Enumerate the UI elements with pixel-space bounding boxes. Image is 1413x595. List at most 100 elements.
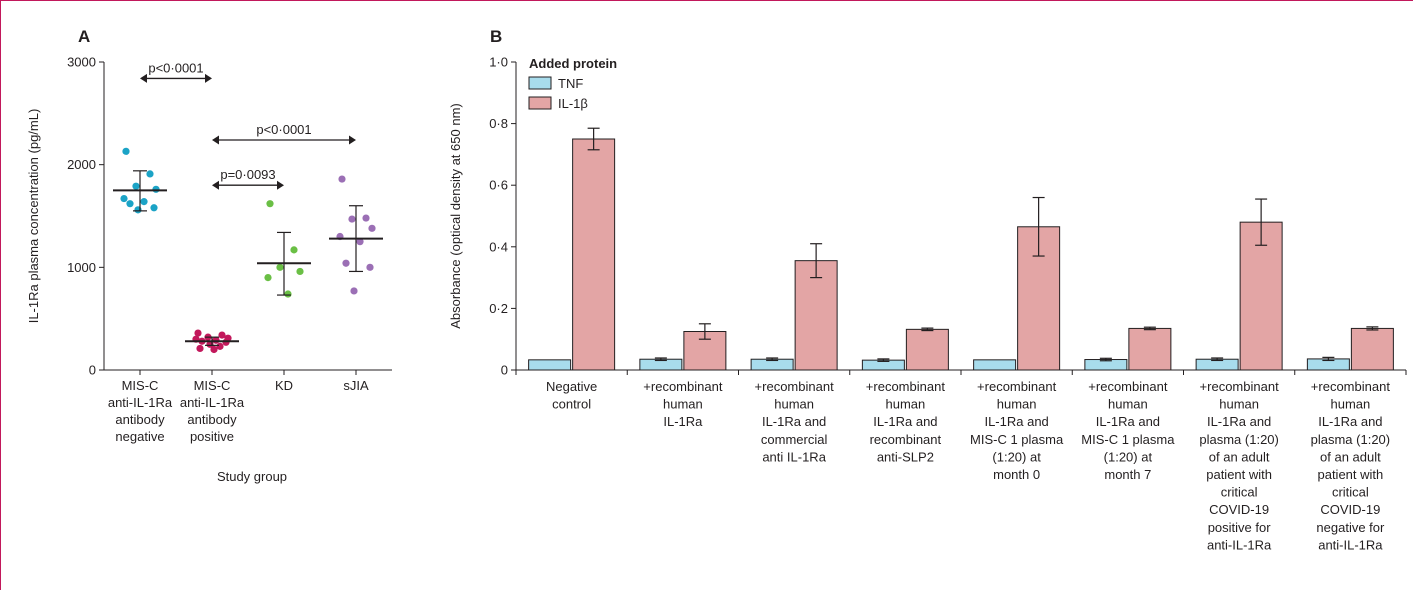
panel-b-letter: B [490, 27, 502, 46]
panel-b-x-tick-label: (1:20) at [992, 449, 1041, 464]
panel-b-bar-il1b [1128, 327, 1172, 371]
panel-a-data-point [266, 200, 274, 208]
panel-a-comparison-arrow-head-left [212, 180, 219, 190]
panel-a-data-point [126, 200, 134, 208]
panel-b-y-tick-label: 0·4 [489, 239, 508, 254]
panel-b-x-tick-label: (1:20) at [1104, 449, 1153, 464]
legend-swatch-tnf [528, 76, 552, 90]
panel-a-comparison-arrow-head-left [140, 73, 147, 83]
panel-a-comparison-label: p<0·0001 [148, 60, 203, 75]
panel-a-data-point [296, 267, 304, 276]
panel-a-data-point [342, 259, 350, 267]
panel-b-x-tick-label: human [1219, 397, 1259, 412]
panel-a-data-point [216, 342, 224, 350]
panel-a-comparison-arrow-head-right [349, 135, 356, 145]
panel-a-x-tick-label: antibody [187, 412, 237, 427]
panel-a-data-point [290, 246, 298, 254]
panel-b-x-tick-label: Negative [546, 379, 597, 394]
panel-a-comparison-label: p<0·0001 [256, 122, 311, 137]
panel-a-data-point [362, 214, 370, 222]
panel-b-x-tick-label: +recombinant [1311, 379, 1391, 394]
panel-b-x-tick-label: human [997, 397, 1037, 412]
legend-title: Added protein [529, 56, 617, 71]
panel-b-x-tick-label: IL-1Ra and [1318, 414, 1382, 429]
panel-b-x-tick-label: negative for [1316, 520, 1385, 535]
panel-a: A IL-1Ra plasma concentration (pg/mL) St… [26, 27, 392, 484]
panel-a-x-tick-label: antibody [115, 412, 165, 427]
legend-label-tnf: TNF [558, 76, 583, 91]
panel-b-x-tick-label: anti-SLP2 [877, 449, 934, 464]
panel-a-data-point [356, 238, 364, 246]
panel-a-data-point [194, 329, 202, 337]
panel-a-comparison-arrow-head-right [205, 73, 212, 83]
panel-a-data-point [284, 290, 292, 298]
panel-b-x-tick-label: IL-1Ra [663, 414, 703, 429]
panel-b-bar-tnf [973, 359, 1017, 371]
panel-a-y-tick-label: 1000 [67, 260, 96, 275]
panel-a-comparison-arrow-head-right [277, 180, 284, 190]
panel-b-bar-il1b [794, 260, 838, 371]
panel-b-x-tick-label: of an adult [1320, 449, 1381, 464]
panel-b-x-tick-label: +recombinant [866, 379, 946, 394]
panel-a-data-point [120, 194, 128, 203]
panel-b-bar-tnf [528, 359, 572, 371]
panel-a-data-point [368, 224, 376, 232]
panel-b-x-tick-label: +recombinant [643, 379, 723, 394]
panel-b-y-axis-title: Absorbance (optical density at 650 nm) [448, 103, 463, 328]
panel-a-data-point [348, 215, 356, 223]
panel-b-x-tick-label: IL-1Ra and [1207, 414, 1271, 429]
panel-b-x-tick-label: control [552, 397, 591, 412]
panel-b-x-tick-label: anti-IL-1Ra [1207, 537, 1272, 552]
panel-b-x-tick-label: plasma (1:20) [1311, 432, 1390, 447]
panel-b-x-tick-label: COVID-19 [1320, 502, 1380, 517]
panel-b-y-tick-label: 0·2 [489, 301, 508, 316]
panel-b-x-tick-label: recombinant [870, 432, 942, 447]
panel-b-x-tick-label: positive for [1208, 520, 1272, 535]
panel-a-y-tick-label: 3000 [67, 55, 96, 70]
panel-a-x-tick-label: MIS-C [122, 378, 159, 393]
panel-b: B Absorbance (optical density at 650 nm)… [448, 27, 1407, 552]
panel-b-x-tick-label: human [663, 397, 703, 412]
panel-a-comparison-arrow-head-left [212, 135, 219, 145]
panel-b-x-tick-label: +recombinant [977, 379, 1057, 394]
panel-a-comparison-label: p=0·0093 [220, 167, 275, 182]
panel-b-x-tick-label: month 7 [1104, 467, 1151, 482]
panel-b-y-tick-label: 0·6 [489, 178, 508, 193]
panel-a-data-point [338, 175, 346, 183]
legend: Added protein TNF IL-1β [528, 56, 617, 111]
panel-a-data-point [132, 182, 140, 190]
legend-swatch-il1b [528, 96, 552, 110]
panel-a-data-point [276, 263, 284, 271]
panel-b-x-tick-label: +recombinant [1088, 379, 1168, 394]
panel-b-x-tick-label: human [774, 397, 814, 412]
panel-b-x-tick-label: critical [1221, 485, 1258, 500]
panel-b-x-tick-label: human [1108, 397, 1148, 412]
panel-a-x-axis-title: Study group [217, 469, 287, 484]
panel-b-x-tick-label: IL-1Ra and [873, 414, 937, 429]
panel-b-x-tick-label: human [886, 397, 926, 412]
panel-b-x-tick-label: of an adult [1209, 449, 1270, 464]
panel-b-x-tick-label: anti IL-1Ra [762, 449, 826, 464]
panel-a-data-point [350, 287, 358, 295]
panel-b-x-tick-label: IL-1Ra and [984, 414, 1048, 429]
panel-a-y-tick-label: 0 [89, 363, 96, 378]
panel-a-data-point [146, 170, 154, 178]
panel-a-x-tick-label: sJIA [343, 378, 369, 393]
panel-a-data-point [218, 331, 226, 339]
panel-b-x-tick-label: plasma (1:20) [1199, 432, 1278, 447]
panel-a-x-tick-label: negative [115, 429, 164, 444]
panel-b-x-tick-label: critical [1332, 485, 1369, 500]
panel-a-x-tick-label: positive [190, 429, 234, 444]
panel-b-x-tick-label: IL-1Ra and [1096, 414, 1160, 429]
panel-a-x-tick-label: anti-IL-1Ra [180, 395, 245, 410]
panel-a-x-tick-label: anti-IL-1Ra [108, 395, 173, 410]
legend-label-il1b: IL-1β [558, 96, 588, 111]
panel-b-y-tick-label: 0·8 [489, 116, 508, 131]
panel-b-x-tick-label: MIS-C 1 plasma [970, 432, 1064, 447]
panel-a-y-axis-title: IL-1Ra plasma concentration (pg/mL) [26, 109, 41, 324]
panel-b-x-tick-label: IL-1Ra and [762, 414, 826, 429]
panel-a-data-point [264, 274, 272, 282]
panel-a-data-point [140, 198, 148, 206]
